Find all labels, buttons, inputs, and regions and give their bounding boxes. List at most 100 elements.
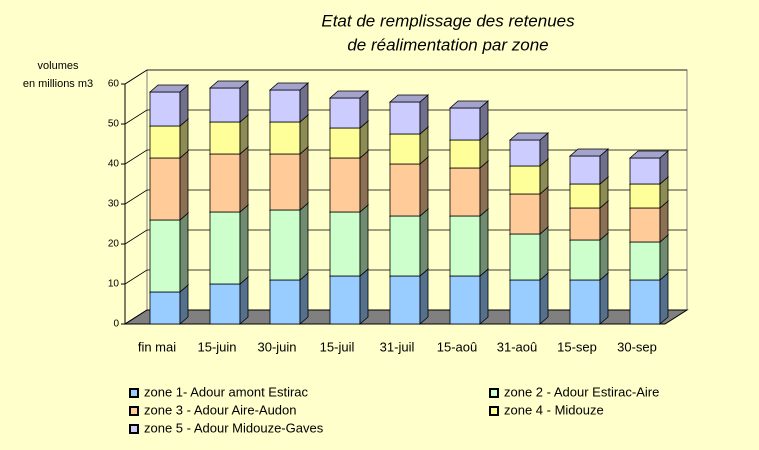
- bar-side: [479, 160, 489, 217]
- bar-segment: [329, 275, 361, 325]
- bar-side: [239, 204, 249, 285]
- bar-side: [539, 186, 549, 235]
- bar-side: [179, 150, 189, 221]
- bar-segment: [329, 97, 361, 129]
- bar-segment: [209, 283, 241, 325]
- bar-segment: [209, 121, 241, 155]
- grid-line: [124, 189, 687, 205]
- bar-side: [239, 276, 249, 325]
- x-tick-label: fin mai: [138, 339, 176, 354]
- bar-side: [479, 208, 489, 277]
- y-tick-label: 30: [108, 199, 120, 210]
- bar-side: [299, 202, 309, 281]
- bar-segment: [629, 279, 661, 325]
- bar-segment: [569, 279, 601, 325]
- bar-segment: [149, 125, 181, 159]
- chart-title: de réalimentation par zone: [347, 35, 548, 54]
- legend-swatch: [129, 406, 139, 416]
- bar-top: [388, 94, 430, 103]
- bar-side: [479, 268, 489, 325]
- bar-segment: [509, 233, 541, 281]
- x-tick-label: 15-sep: [557, 339, 597, 354]
- bar-segment: [449, 275, 481, 325]
- bar-side: [539, 226, 549, 281]
- grid-line: [124, 149, 687, 165]
- bar-segment: [269, 89, 301, 123]
- bar-side: [299, 272, 309, 325]
- bar-segment: [149, 291, 181, 325]
- bar-side: [659, 234, 669, 281]
- bar-segment: [569, 183, 601, 209]
- bar-segment: [389, 275, 421, 325]
- y-tick-label: 10: [108, 279, 120, 290]
- bar-segment: [449, 167, 481, 217]
- bar-top: [568, 148, 610, 157]
- bar-segment: [509, 279, 541, 325]
- bar-side: [299, 146, 309, 211]
- bar-side: [239, 146, 249, 213]
- bar-side: [659, 272, 669, 325]
- y-tick-label: 60: [108, 79, 120, 90]
- bar-side: [599, 232, 609, 281]
- bar-top: [268, 82, 310, 91]
- x-tick-label: 31-juil: [380, 339, 415, 354]
- bar-side: [359, 204, 369, 277]
- bar-segment: [329, 157, 361, 213]
- bar-segment: [269, 121, 301, 155]
- bar-segment: [329, 211, 361, 277]
- bar-side: [539, 272, 549, 325]
- bar-segment: [149, 91, 181, 127]
- bar-segment: [569, 207, 601, 241]
- bar-top: [628, 150, 670, 159]
- bar-segment: [569, 155, 601, 185]
- x-tick-label: 30-juin: [257, 339, 296, 354]
- chart-title: Etat de remplissage des retenues: [321, 11, 575, 30]
- bar-segment: [269, 279, 301, 325]
- x-tick-label: 31-aoû: [497, 339, 537, 354]
- bar-segment: [329, 127, 361, 159]
- bar-segment: [629, 207, 661, 243]
- y-tick-label: 0: [113, 319, 119, 330]
- y-tick-label: 40: [108, 159, 120, 170]
- legend-label: zone 1- Adour amont Estirac: [144, 384, 309, 399]
- bar-top: [448, 100, 490, 109]
- bar-side: [599, 272, 609, 325]
- bar-segment: [389, 133, 421, 165]
- grid-line: [124, 269, 687, 285]
- grid-line: [124, 69, 687, 85]
- legend-label: zone 4 - Midouze: [504, 402, 604, 417]
- bar-segment: [149, 219, 181, 293]
- grid-line: [124, 229, 687, 245]
- bar-segment: [629, 241, 661, 281]
- y-tick-label: 20: [108, 239, 120, 250]
- bar-segment: [149, 157, 181, 221]
- legend-swatch: [489, 406, 499, 416]
- bar-segment: [509, 139, 541, 167]
- legend-label: zone 2 - Adour Estirac-Aire: [504, 384, 659, 399]
- legend-label: zone 5 - Adour Midouze-Gaves: [144, 420, 324, 435]
- bar-segment: [389, 101, 421, 135]
- bar-side: [419, 208, 429, 277]
- legend-label: zone 3 - Adour Aire-Audon: [144, 402, 297, 417]
- legend-swatch: [489, 388, 499, 398]
- bar-segment: [209, 153, 241, 213]
- bar-top: [508, 132, 550, 141]
- bar-segment: [569, 239, 601, 281]
- bar-segment: [269, 153, 301, 211]
- bar-segment: [449, 139, 481, 169]
- bar-segment: [209, 211, 241, 285]
- bar-segment: [389, 163, 421, 217]
- x-tick-label: 15-juil: [320, 339, 355, 354]
- bar-segment: [449, 215, 481, 277]
- bar-segment: [629, 183, 661, 209]
- bar-segment: [449, 107, 481, 141]
- bar-top: [328, 90, 370, 99]
- bar-side: [359, 150, 369, 213]
- bar-segment: [509, 193, 541, 235]
- x-tick-label: 30-sep: [617, 339, 657, 354]
- bar-segment: [629, 157, 661, 185]
- bar-top: [208, 80, 250, 89]
- y-axis-label: volumes: [38, 60, 79, 72]
- x-tick-label: 15-aoû: [437, 339, 477, 354]
